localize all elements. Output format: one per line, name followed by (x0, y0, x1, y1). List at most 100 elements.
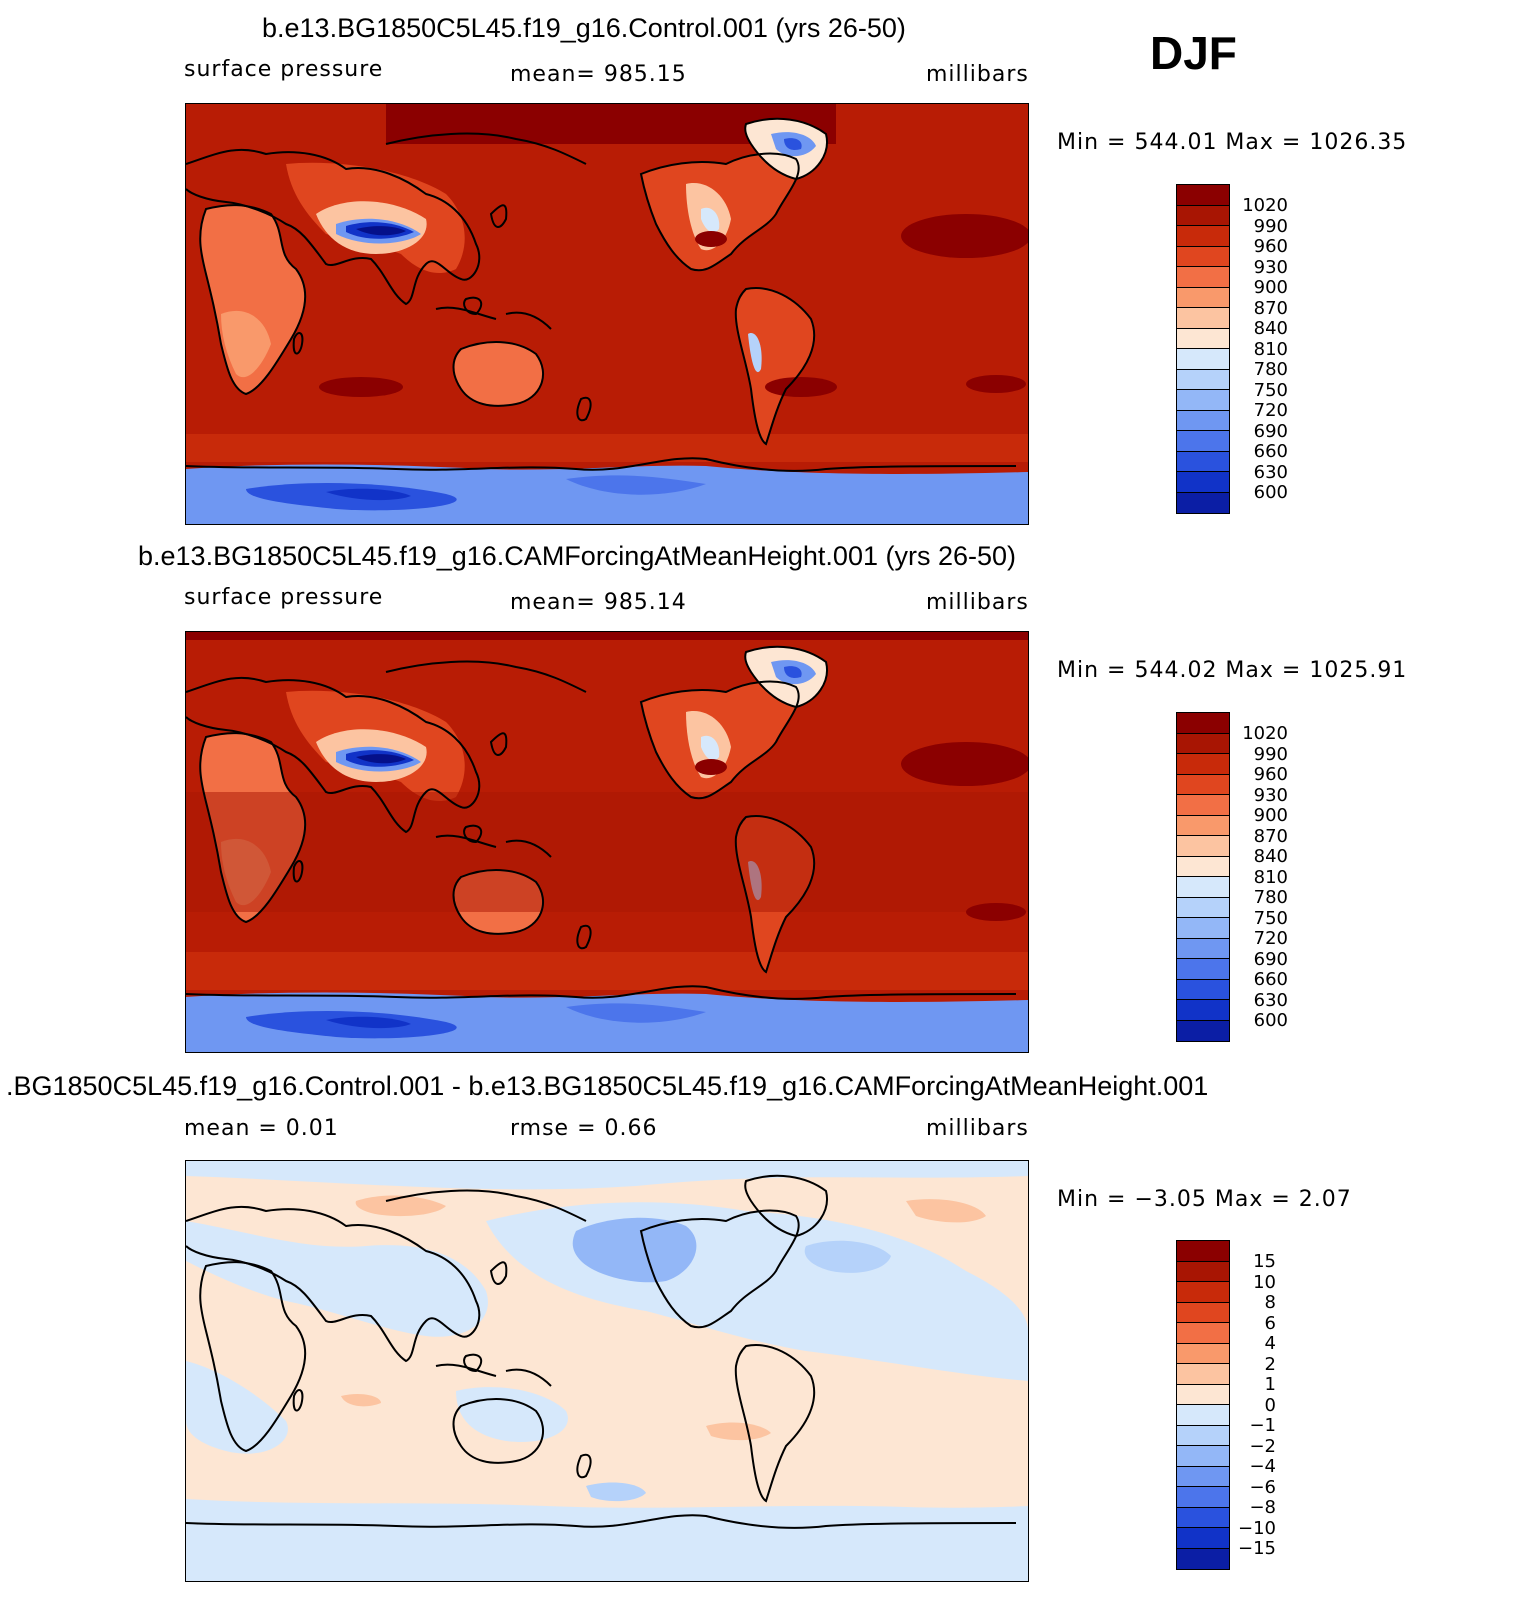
colorbar-label: 810 (1253, 338, 1288, 360)
colorbar-label: 15 (1253, 1251, 1276, 1272)
colorbar-swatch (1177, 1507, 1229, 1528)
panel3-mean: mean = 0.01 (184, 1116, 339, 1141)
colorbar-label: 0 (1264, 1394, 1276, 1416)
panel2-variable: surface pressure (184, 585, 384, 610)
colorbar-swatch (1177, 795, 1229, 816)
colorbar-swatch (1177, 713, 1229, 734)
colorbar-label: 870 (1253, 297, 1288, 319)
colorbar-label: −6 (1249, 1476, 1276, 1498)
colorbar-swatch (1177, 287, 1229, 308)
colorbar-swatch (1177, 492, 1229, 513)
colorbar-swatch (1177, 369, 1229, 390)
colorbar-swatch (1177, 451, 1229, 472)
colorbar-label: 690 (1253, 420, 1288, 442)
colorbar-swatch (1177, 774, 1229, 795)
colorbar-swatch (1177, 754, 1229, 775)
colorbar-label: 1 (1264, 1374, 1276, 1395)
colorbar-swatch (1177, 1000, 1229, 1021)
panel1-minmax: Min = 544.01 Max = 1026.35 (1057, 130, 1408, 155)
colorbar-swatch (1177, 328, 1229, 349)
colorbar-label: 1020 (1242, 195, 1288, 216)
colorbar-label: 990 (1253, 743, 1288, 765)
colorbar-label: −2 (1249, 1435, 1276, 1457)
panel3-map (185, 1160, 1029, 1582)
colorbar-label: 1020 (1242, 723, 1288, 744)
colorbar-swatch (1177, 410, 1229, 431)
colorbar-swatch (1177, 246, 1229, 267)
colorbar-label: 720 (1253, 400, 1288, 421)
colorbar-swatch (1177, 836, 1229, 857)
colorbar-label: 810 (1253, 866, 1288, 888)
colorbar-swatch (1177, 1466, 1229, 1487)
panel1-mean: mean= 985.15 (510, 62, 687, 87)
colorbar-swatch (1177, 1302, 1229, 1323)
colorbar-swatch (1177, 349, 1229, 370)
colorbar-label: 600 (1253, 482, 1288, 503)
colorbar-swatch (1177, 1343, 1229, 1364)
colorbar-label: 630 (1253, 989, 1288, 1011)
colorbar-swatch (1177, 205, 1229, 226)
colorbar-label: −4 (1249, 1456, 1276, 1477)
panel1-variable: surface pressure (184, 57, 384, 82)
colorbar-label: 780 (1253, 887, 1288, 908)
panel1-colorbar (1176, 184, 1230, 514)
panel1-map (185, 103, 1029, 525)
panel2-mean: mean= 985.14 (510, 590, 687, 615)
colorbar-swatch (1177, 1425, 1229, 1446)
colorbar-label: 750 (1253, 907, 1288, 929)
colorbar-swatch (1177, 1020, 1229, 1041)
colorbar-swatch (1177, 856, 1229, 877)
colorbar-label: 10 (1253, 1271, 1276, 1293)
colorbar-label: 990 (1253, 215, 1288, 237)
colorbar-swatch (1177, 877, 1229, 898)
colorbar-swatch (1177, 1241, 1229, 1262)
panel3-minmax: Min = −3.05 Max = 2.07 (1057, 1187, 1352, 1212)
colorbar-label: 840 (1253, 318, 1288, 339)
colorbar-label: 840 (1253, 846, 1288, 867)
colorbar-swatch (1177, 1261, 1229, 1282)
panel1-units: millibars (926, 62, 1029, 87)
colorbar-swatch (1177, 1323, 1229, 1344)
colorbar-label: 4 (1264, 1333, 1276, 1354)
colorbar-swatch (1177, 1405, 1229, 1426)
colorbar-label: 750 (1253, 379, 1288, 401)
colorbar-label: 900 (1253, 277, 1288, 298)
panel2-title: b.e13.BG1850C5L45.f19_g16.CAMForcingAtMe… (138, 541, 1017, 571)
colorbar-swatch (1177, 815, 1229, 836)
colorbar-swatch (1177, 472, 1229, 493)
colorbar-swatch (1177, 1446, 1229, 1467)
colorbar-label: 900 (1253, 805, 1288, 826)
colorbar-swatch (1177, 918, 1229, 939)
colorbar-label: 630 (1253, 461, 1288, 483)
colorbar-label: −8 (1249, 1497, 1276, 1518)
colorbar-label: 960 (1253, 236, 1288, 257)
colorbar-swatch (1177, 267, 1229, 288)
colorbar-swatch (1177, 1528, 1229, 1549)
colorbar-label: 8 (1264, 1292, 1276, 1313)
colorbar-swatch (1177, 897, 1229, 918)
colorbar-label: 960 (1253, 764, 1288, 785)
colorbar-label: 660 (1253, 441, 1288, 462)
colorbar-label: −1 (1249, 1415, 1276, 1436)
panel3-rmse: rmse = 0.66 (510, 1116, 658, 1141)
panel2-map (185, 631, 1029, 1053)
colorbar-label: 930 (1253, 256, 1288, 278)
colorbar-swatch (1177, 1548, 1229, 1569)
panel3-title: .BG1850C5L45.f19_g16.Control.001 - b.e13… (6, 1071, 1209, 1101)
colorbar-swatch (1177, 226, 1229, 247)
colorbar-label: 2 (1264, 1353, 1276, 1375)
colorbar-swatch (1177, 1364, 1229, 1385)
colorbar-swatch (1177, 959, 1229, 980)
colorbar-label: −15 (1238, 1538, 1276, 1559)
season-label: DJF (1150, 27, 1237, 79)
colorbar-label: 720 (1253, 928, 1288, 949)
panel2-minmax: Min = 544.02 Max = 1025.91 (1057, 658, 1408, 683)
panel2-colorbar (1176, 712, 1230, 1042)
colorbar-swatch (1177, 390, 1229, 411)
colorbar-swatch (1177, 1384, 1229, 1405)
colorbar-label: 930 (1253, 784, 1288, 806)
colorbar-swatch (1177, 979, 1229, 1000)
colorbar-label: 870 (1253, 825, 1288, 847)
colorbar-label: 660 (1253, 969, 1288, 990)
colorbar-label: 780 (1253, 359, 1288, 380)
